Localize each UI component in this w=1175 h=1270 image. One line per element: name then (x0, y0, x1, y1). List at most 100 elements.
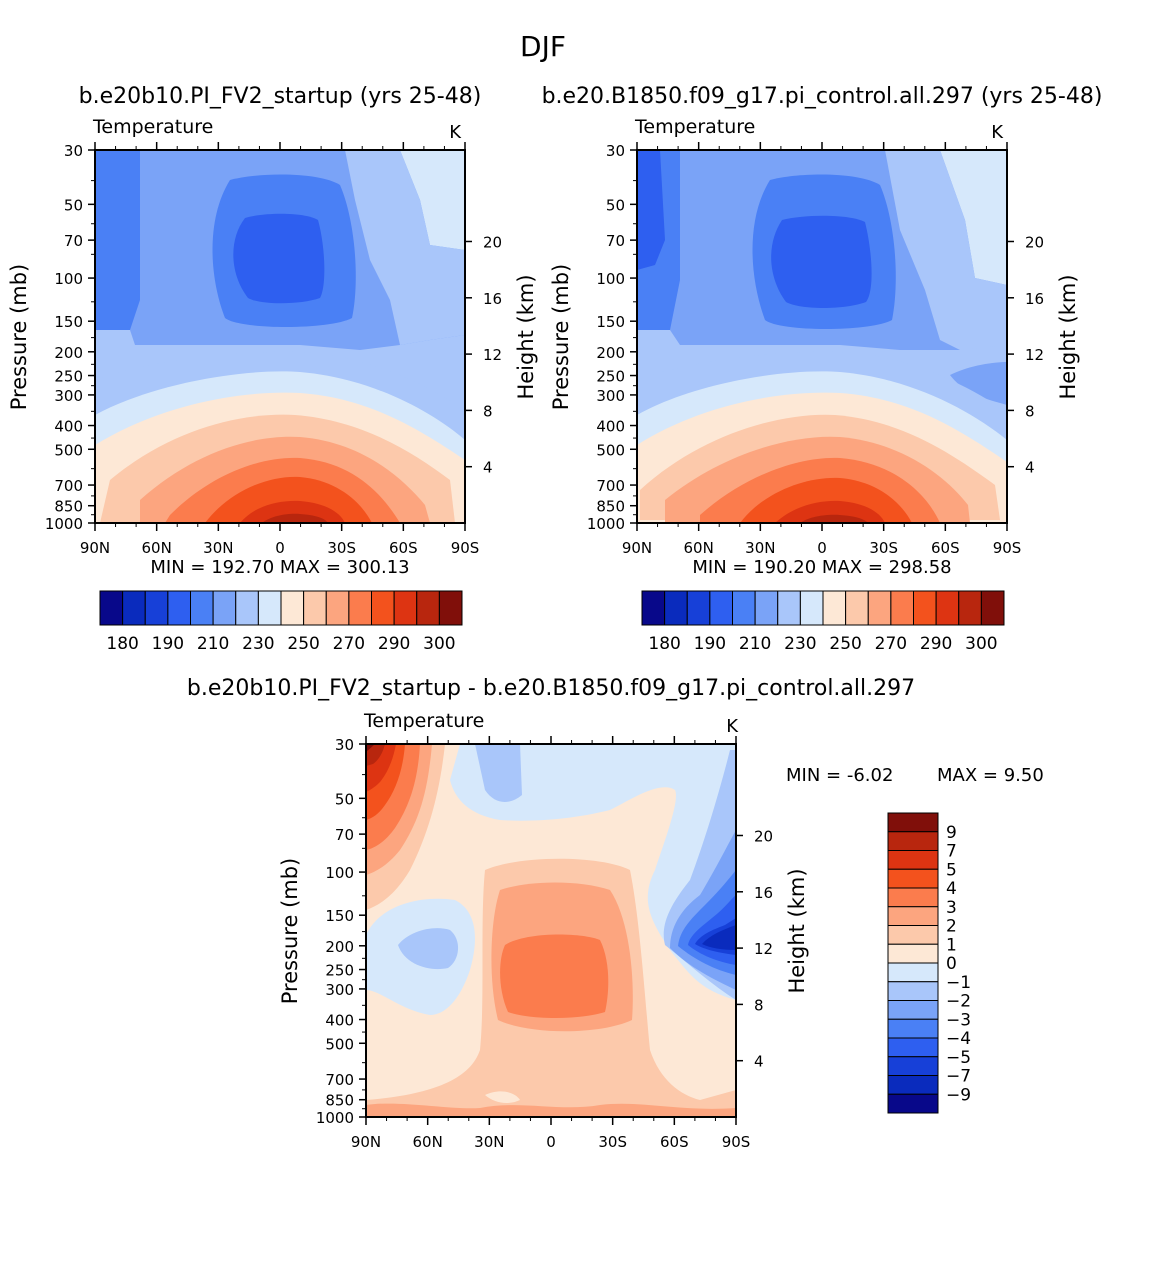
colorbar-label: −4 (946, 1029, 971, 1049)
panel-a-ylabel-left: Pressure (mb) (7, 264, 31, 411)
lat-tick-label: 0 (817, 539, 827, 557)
panel-a-field-label: Temperature (92, 116, 213, 138)
panel-a-stats: MIN = 192.70 MAX = 300.13 (150, 557, 409, 578)
colorbar-swatch (257, 590, 282, 626)
lat-tick-label: 60S (660, 1133, 689, 1151)
colorbar-label: 9 (946, 823, 957, 843)
lat-tick-label: 0 (546, 1133, 556, 1151)
height-tick-label: 4 (754, 1053, 764, 1071)
panel-a-colorbar: 180 190 210 230 250 270 290 300 (99, 590, 463, 654)
pressure-tick-label: 250 (325, 962, 354, 980)
colorbar-swatch (887, 1093, 939, 1114)
panel-diff-stats-min: MIN = -6.02 (786, 765, 893, 786)
colorbar-label: −9 (946, 1085, 971, 1105)
height-tick-label: 4 (483, 459, 493, 477)
colorbar-label: −2 (946, 992, 971, 1012)
panel-a-ylabel-right: Height (km) (514, 274, 538, 399)
height-tick-label: 8 (754, 996, 764, 1014)
colorbar-swatch (887, 850, 939, 870)
colorbar-label: 2 (946, 917, 957, 937)
colorbar-label: 230 (242, 634, 274, 654)
pressure-tick-label: 200 (325, 938, 354, 956)
panel-diff-ylabel-right: Height (km) (785, 868, 809, 993)
pressure-tick-label: 100 (54, 270, 83, 288)
height-tick-label: 12 (754, 940, 773, 958)
colorbar-label: −5 (946, 1048, 971, 1068)
colorbar-label: 190 (694, 634, 726, 654)
lat-tick-label: 90N (622, 539, 652, 557)
colorbar-swatch (280, 590, 305, 626)
lat-tick-label: 0 (275, 539, 285, 557)
colorbar-label: 180 (648, 634, 680, 654)
colorbar-swatch (887, 1018, 939, 1039)
colorbar-swatch (887, 1075, 939, 1095)
colorbar-swatch (686, 590, 711, 626)
panel-b-field-label: Temperature (634, 116, 755, 138)
lat-tick-label: 30S (327, 539, 356, 557)
lat-tick-label: 90N (351, 1133, 381, 1151)
panel-b-ylabel-right: Height (km) (1056, 274, 1080, 399)
colorbar-label: 270 (333, 634, 365, 654)
height-tick-label: 16 (1025, 290, 1044, 308)
colorbar-label: 3 (946, 898, 957, 918)
panel-b-colorbar: 180 190 210 230 250 270 290 300 (641, 590, 1005, 654)
lat-tick-label: 60N (684, 539, 714, 557)
pressure-tick-label: 400 (596, 418, 625, 436)
colorbar-swatch (709, 590, 733, 626)
pressure-tick-label: 50 (606, 196, 625, 214)
height-tick-label: 4 (1025, 459, 1035, 477)
panel-difference: b.e20b10.PI_FV2_startup - b.e20.B1850.f0… (187, 676, 1044, 1151)
colorbar-swatch (664, 590, 688, 626)
panel-model-b: b.e20.B1850.f09_g17.pi_control.all.297 (… (542, 84, 1103, 654)
lat-tick-label: 90S (722, 1133, 751, 1151)
colorbar-label: 290 (920, 634, 952, 654)
colorbar-label: −1 (946, 973, 971, 993)
pressure-tick-label: 1000 (45, 515, 83, 533)
pressure-tick-label: 50 (335, 790, 354, 808)
colorbar-label: 250 (829, 634, 861, 654)
colorbar-swatch (887, 906, 939, 926)
pressure-tick-label: 700 (596, 477, 625, 495)
colorbar-swatch (144, 590, 169, 626)
panel-b-subtitle: b.e20.B1850.f09_g17.pi_control.all.297 (… (542, 84, 1103, 109)
panel-diff-subtitle: b.e20b10.PI_FV2_startup - b.e20.B1850.f0… (187, 676, 915, 701)
panel-b-stats: MIN = 190.20 MAX = 298.58 (692, 557, 951, 578)
colorbar-swatch (732, 590, 756, 626)
colorbar-swatch (348, 590, 372, 626)
pressure-tick-label: 250 (596, 368, 625, 386)
colorbar-label: 0 (946, 954, 957, 974)
colorbar-label: 4 (946, 879, 957, 899)
colorbar-swatch (887, 812, 939, 833)
pressure-tick-label: 70 (64, 232, 83, 250)
pressure-tick-label: 300 (596, 387, 625, 405)
colorbar-swatch (122, 590, 146, 626)
colorbar-swatch (235, 590, 259, 626)
colorbar-swatch (887, 1037, 939, 1058)
pressure-tick-label: 30 (64, 142, 83, 160)
colorbar-swatch (887, 981, 939, 1001)
pressure-tick-label: 150 (325, 907, 354, 925)
lat-tick-label: 60S (931, 539, 960, 557)
lat-tick-label: 30S (598, 1133, 627, 1151)
colorbar-swatch (887, 1000, 939, 1020)
colorbar-swatch (438, 590, 463, 626)
pressure-tick-label: 1000 (316, 1109, 354, 1127)
pressure-tick-label: 250 (54, 368, 83, 386)
pressure-tick-label: 700 (325, 1071, 354, 1089)
pressure-tick-label: 50 (64, 196, 83, 214)
pressure-tick-label: 850 (325, 1092, 354, 1110)
pressure-tick-label: 500 (596, 441, 625, 459)
pressure-tick-label: 850 (596, 498, 625, 516)
lat-tick-label: 60S (389, 539, 418, 557)
panel-diff-contours (366, 744, 736, 1117)
pressure-tick-label: 150 (596, 313, 625, 331)
colorbar-swatch (167, 590, 191, 626)
pressure-tick-label: 500 (325, 1035, 354, 1053)
colorbar-label: 210 (197, 634, 229, 654)
pressure-tick-label: 850 (54, 498, 83, 516)
panel-diff-ylabel-left: Pressure (mb) (278, 858, 302, 1005)
colorbar-swatch (935, 590, 960, 626)
